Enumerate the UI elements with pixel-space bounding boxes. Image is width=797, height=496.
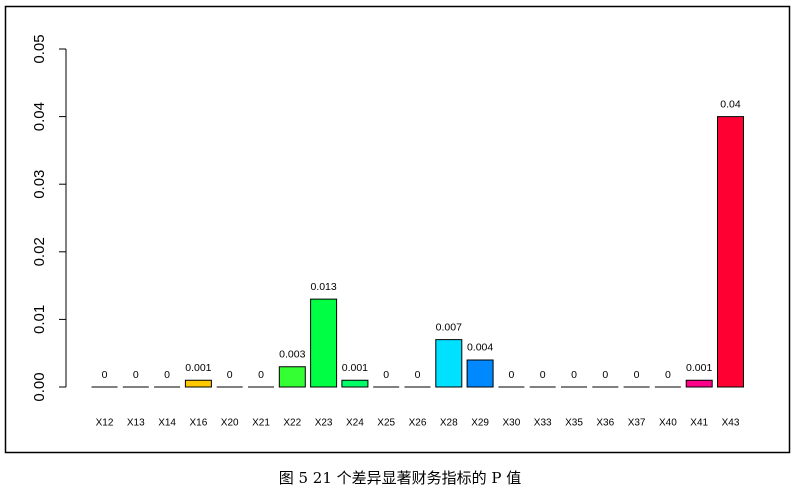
x-tick-label: X16 <box>190 418 208 429</box>
x-tick-label: X13 <box>127 418 145 429</box>
bar <box>717 116 744 388</box>
x-tick-label: X25 <box>377 418 395 429</box>
value-label: 0 <box>383 369 389 381</box>
x-tick-label: X33 <box>534 418 552 429</box>
value-label: 0 <box>602 369 608 381</box>
y-tick-label: 0.00 <box>31 372 48 401</box>
bar <box>341 379 369 388</box>
bar <box>685 379 713 388</box>
bar <box>278 366 306 388</box>
x-tick-label: X43 <box>722 418 740 429</box>
value-label: 0.003 <box>279 349 305 361</box>
caption: 图 5 21 个差异显著财务指标的 P 值 <box>279 469 522 487</box>
x-tick-label: X14 <box>158 418 176 429</box>
x-tick-label: X40 <box>659 418 677 429</box>
x-tick-label: X12 <box>96 418 114 429</box>
value-label: 0.007 <box>436 321 462 333</box>
value-label: 0.013 <box>310 281 336 293</box>
y-tick-label: 0.04 <box>31 102 48 131</box>
value-label: 0 <box>227 369 233 381</box>
x-tick-label: X23 <box>315 418 333 429</box>
y-tick-label: 0.05 <box>31 34 48 63</box>
value-label: 0 <box>133 369 139 381</box>
bar <box>435 339 463 388</box>
value-label: 0.001 <box>342 362 368 374</box>
value-label: 0 <box>164 369 170 381</box>
value-label: 0.001 <box>185 362 211 374</box>
value-label: 0.001 <box>686 362 712 374</box>
x-tick-label: X22 <box>283 418 301 429</box>
value-label: 0 <box>665 369 671 381</box>
value-label: 0.004 <box>467 342 493 354</box>
value-label: 0 <box>571 369 577 381</box>
value-label: 0 <box>102 369 108 381</box>
value-label: 0 <box>508 369 514 381</box>
value-label: 0 <box>540 369 546 381</box>
x-tick-label: X28 <box>440 418 458 429</box>
x-tick-label: X20 <box>221 418 239 429</box>
bar <box>466 359 494 388</box>
x-tick-label: X41 <box>690 418 708 429</box>
x-tick-label: X37 <box>628 418 646 429</box>
y-tick-label: 0.02 <box>31 237 48 266</box>
x-tick-label: X21 <box>252 418 270 429</box>
x-tick-label: X24 <box>346 418 364 429</box>
x-tick-label: X26 <box>409 418 427 429</box>
value-label: 0 <box>258 369 264 381</box>
x-tick-label: X30 <box>503 418 521 429</box>
x-tick-label: X35 <box>565 418 583 429</box>
bar <box>184 379 212 388</box>
value-label: 0 <box>415 369 421 381</box>
x-tick-label: X29 <box>471 418 489 429</box>
y-tick-label: 0.03 <box>31 170 48 199</box>
value-label: 0 <box>634 369 640 381</box>
bar <box>310 298 338 388</box>
y-tick-label: 0.01 <box>31 305 48 334</box>
frame <box>4 5 791 454</box>
value-label: 0.04 <box>720 98 741 110</box>
x-tick-label: X36 <box>596 418 614 429</box>
